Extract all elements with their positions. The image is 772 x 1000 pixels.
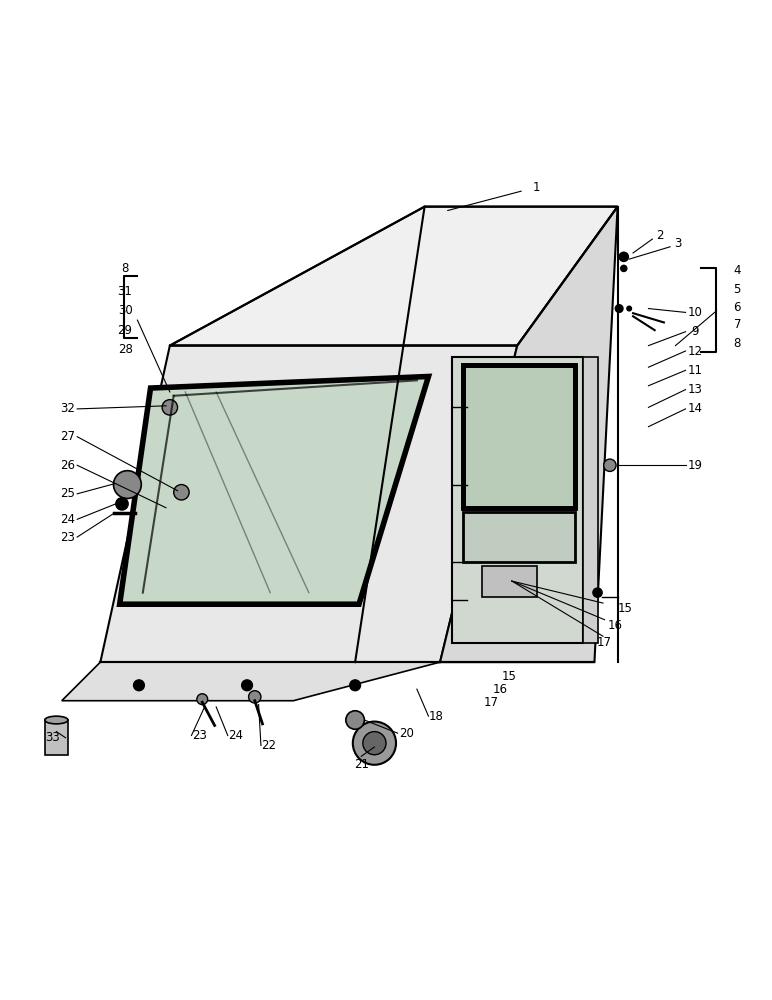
Circle shape [350, 680, 361, 691]
Text: 3: 3 [674, 237, 682, 250]
Text: 32: 32 [60, 402, 76, 415]
Text: 26: 26 [60, 459, 76, 472]
Circle shape [621, 265, 627, 271]
Polygon shape [463, 365, 575, 508]
Text: 30: 30 [117, 304, 133, 317]
Text: 19: 19 [687, 459, 703, 472]
Circle shape [627, 306, 631, 311]
Text: 28: 28 [117, 343, 133, 356]
Text: 1: 1 [533, 181, 540, 194]
Text: 15: 15 [502, 670, 517, 683]
Text: 5: 5 [733, 283, 741, 296]
Text: 27: 27 [60, 430, 76, 443]
Text: 24: 24 [228, 729, 243, 742]
Circle shape [604, 459, 616, 471]
Ellipse shape [45, 716, 68, 724]
Polygon shape [452, 357, 583, 643]
Text: 4: 4 [733, 264, 741, 277]
Circle shape [249, 691, 261, 703]
Circle shape [615, 305, 623, 312]
Circle shape [353, 722, 396, 765]
Text: 11: 11 [687, 364, 703, 377]
Text: 12: 12 [687, 345, 703, 358]
Circle shape [363, 732, 386, 755]
Bar [45, 720, 68, 755]
Text: 20: 20 [399, 727, 415, 740]
Text: 6: 6 [733, 301, 741, 314]
Text: 8: 8 [733, 337, 741, 350]
Text: 24: 24 [60, 513, 76, 526]
Circle shape [197, 694, 208, 705]
Circle shape [116, 498, 128, 510]
Text: 21: 21 [354, 758, 369, 771]
Polygon shape [440, 207, 618, 662]
Circle shape [619, 252, 628, 261]
Text: 22: 22 [261, 739, 276, 752]
Circle shape [593, 588, 602, 597]
Text: 16: 16 [493, 683, 508, 696]
Text: 13: 13 [687, 383, 703, 396]
Circle shape [162, 400, 178, 415]
Text: 23: 23 [191, 729, 207, 742]
Text: 8: 8 [121, 262, 129, 275]
Text: 29: 29 [117, 324, 133, 337]
Text: 9: 9 [691, 325, 699, 338]
Polygon shape [62, 662, 440, 701]
Text: 7: 7 [733, 318, 741, 331]
Circle shape [242, 680, 252, 691]
Text: 25: 25 [60, 487, 76, 500]
Circle shape [113, 471, 141, 498]
Text: 31: 31 [117, 285, 133, 298]
Text: 17: 17 [596, 636, 611, 649]
Circle shape [134, 680, 144, 691]
Text: 33: 33 [45, 731, 60, 744]
Text: 16: 16 [608, 619, 623, 632]
Polygon shape [583, 357, 598, 643]
Polygon shape [170, 207, 618, 346]
Text: 18: 18 [428, 710, 444, 723]
Text: 14: 14 [687, 402, 703, 415]
Polygon shape [120, 376, 428, 604]
Polygon shape [463, 512, 575, 562]
Polygon shape [100, 346, 517, 662]
Circle shape [174, 485, 189, 500]
Circle shape [346, 711, 364, 729]
Text: 17: 17 [483, 696, 499, 709]
Text: 10: 10 [687, 306, 703, 319]
Text: 23: 23 [60, 531, 76, 544]
Text: 15: 15 [618, 602, 633, 615]
Bar [482, 566, 537, 596]
Text: 2: 2 [656, 229, 664, 242]
